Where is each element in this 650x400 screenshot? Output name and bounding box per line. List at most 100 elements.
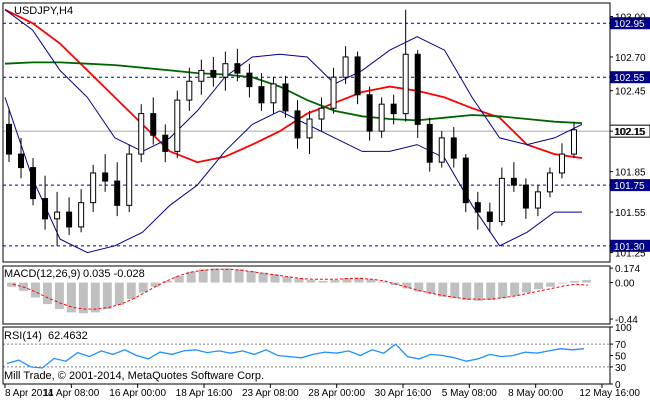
level-label: 101.75: [614, 181, 645, 192]
macd-histogram-bar: [102, 282, 112, 310]
macd-histogram-bar: [402, 282, 412, 289]
macd-histogram-bar: [7, 282, 16, 287]
candle-body-down: [486, 211, 493, 223]
macd-histogram-bar: [126, 282, 136, 300]
macd-histogram-bar: [486, 282, 496, 300]
macd-histogram-bar: [570, 280, 580, 283]
candle-body-up: [138, 113, 145, 155]
moving-average-slow-line: [4, 61, 583, 124]
macd-histogram-bar: [582, 280, 591, 283]
macd-histogram-bar: [30, 282, 40, 298]
x-tick-label: 28 Apr 00:00: [308, 388, 365, 399]
candle-body-down: [246, 72, 253, 88]
macd-histogram-bar: [186, 271, 196, 283]
macd-histogram-bar: [42, 282, 52, 305]
candle-body-up: [330, 76, 337, 109]
macd-histogram-bar: [546, 282, 556, 287]
macd-tick-label: -0.44: [615, 315, 638, 326]
macd-histogram-bar: [78, 282, 88, 314]
candle-body-up: [498, 177, 505, 223]
macd-histogram-bar: [558, 282, 568, 284]
copyright-text: Mill Trade, © 2001-2014, MetaQuotes Soft…: [4, 370, 264, 382]
candle-body-down: [114, 180, 121, 206]
candle-body-up: [546, 172, 553, 193]
rsi-tick-label: 50: [615, 352, 627, 363]
bollinger-lower-line: [4, 97, 582, 254]
level-label: 102.95: [614, 19, 645, 30]
macd-histogram-bar: [66, 282, 76, 313]
level-label: 101.30: [614, 242, 645, 253]
macd-histogram-bar: [330, 280, 340, 283]
candle-body-up: [378, 103, 385, 132]
x-tick-label: 12 May 16:00: [579, 388, 640, 399]
main-price-panel: 102.95 102.55 101.75 101.30 102.15: [3, 8, 650, 254]
candle-body-up: [90, 172, 97, 204]
candle-body-up: [558, 153, 565, 174]
moving-average-fast-line: [4, 8, 583, 164]
rsi-panel: [3, 343, 610, 369]
candle-body-down: [294, 110, 301, 139]
x-tick-label: 16 Apr 00:00: [109, 388, 166, 399]
rsi-line: [6, 343, 585, 369]
macd-histogram-bar: [498, 282, 508, 299]
candle-body-up: [306, 118, 313, 139]
candle-body-down: [6, 123, 12, 155]
candle-body-up: [318, 107, 325, 120]
candle-body-down: [414, 53, 421, 125]
macd-tick-label: 0.174: [615, 264, 640, 275]
macd-histogram-bar: [282, 276, 292, 283]
macd-histogram-bar: [138, 282, 148, 293]
rsi-title: RSI(14): [4, 330, 42, 342]
macd-histogram-bar: [510, 282, 520, 296]
rsi-tick-label: 30: [615, 363, 627, 374]
level-label-box: [610, 239, 650, 252]
candle-body-down: [450, 137, 457, 159]
x-tick-label: 23 Apr 08:00: [242, 388, 299, 399]
macd-histogram-bar: [366, 279, 376, 283]
candle-body-up: [402, 53, 409, 115]
candle-body-up: [126, 153, 133, 206]
macd-histogram-bar: [222, 268, 232, 283]
macd-histogram-bar: [246, 270, 256, 283]
macd-histogram-bar: [150, 282, 160, 287]
macd-histogram-bar: [354, 277, 364, 283]
candle-body-up: [438, 137, 445, 163]
candle-body-down: [66, 211, 73, 228]
level-label-box: [610, 179, 650, 192]
macd-histogram-bar: [318, 280, 328, 283]
rsi-values: 62.4632: [48, 330, 88, 342]
macd-signal-line: [12, 268, 589, 310]
rsi-tick-label: 0: [615, 380, 621, 391]
macd-histogram-bar: [162, 280, 172, 283]
candle-body-down: [510, 177, 517, 186]
macd-histogram-bar: [534, 282, 544, 290]
x-tick-label: 30 Apr 16:00: [375, 388, 432, 399]
chart-title: USDJPY,H4: [14, 5, 73, 17]
candle-body-up: [534, 191, 541, 209]
candle-body-up: [342, 56, 349, 78]
candle-body-up: [54, 211, 61, 220]
candle-body-up: [570, 129, 577, 155]
macd-histogram-bar: [306, 280, 316, 283]
candle-body-down: [102, 172, 109, 182]
macd-histogram-bar: [438, 282, 448, 297]
x-tick-label: 11 Apr 08:00: [43, 388, 99, 399]
candle-body-down: [42, 198, 49, 220]
candle-body-up: [270, 83, 277, 104]
macd-histogram-bar: [426, 282, 436, 295]
current-price-label: 102.15: [614, 127, 645, 138]
x-tick-label: 18 Apr 16:00: [176, 388, 233, 399]
macd-title: MACD(12,26,9): [4, 268, 80, 280]
y-tick-label: 101.85: [615, 168, 646, 179]
macd-histogram-bar: [258, 272, 268, 283]
macd-histogram-bar: [342, 278, 352, 283]
macd-histogram-bar: [462, 282, 472, 300]
candle-body-up: [174, 99, 181, 152]
candle-body-up: [186, 80, 193, 101]
candle-body-down: [462, 157, 469, 204]
candle-body-down: [18, 153, 25, 169]
macd-histogram-bar: [474, 282, 484, 301]
y-tick-label: 102.15: [615, 127, 646, 138]
